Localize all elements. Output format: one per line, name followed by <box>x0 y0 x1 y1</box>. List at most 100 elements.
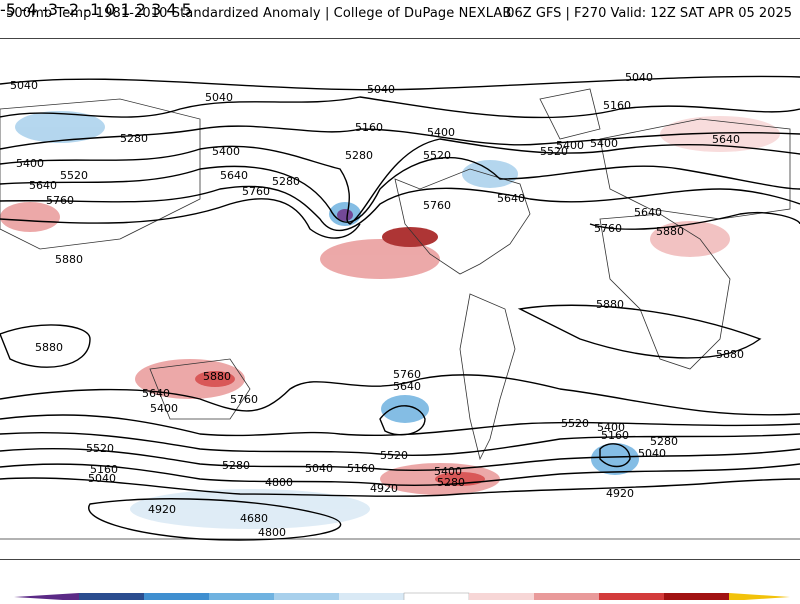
colorbar-swatch <box>403 592 470 602</box>
colorbar-swatch <box>144 593 209 601</box>
south-america-outline <box>459 293 516 461</box>
contour-closed-low-2 <box>599 443 631 468</box>
cold-anomaly-canada <box>462 160 518 188</box>
contour-label: 5760 <box>393 368 421 381</box>
colorbar-swatch <box>339 593 404 601</box>
contour-label: 4800 <box>258 526 286 539</box>
colorbar-arrow-left <box>14 593 79 601</box>
contour-label: 5520 <box>380 449 408 462</box>
contour-label: 5160 <box>355 121 383 134</box>
contour-line <box>0 198 361 239</box>
contour-label: 5640 <box>29 179 57 192</box>
warm-anomaly-europe <box>660 116 780 152</box>
contour-label: 5040 <box>625 71 653 84</box>
anomaly-shading <box>0 111 780 529</box>
contour-label: 5640 <box>497 192 525 205</box>
contour-label: 5760 <box>242 185 270 198</box>
contour-label: 5160 <box>347 462 375 475</box>
coastlines <box>0 88 800 540</box>
contour-5880-indian <box>0 324 91 368</box>
colorbar-tick: 3 <box>151 0 162 19</box>
colorbar-swatch <box>664 593 729 601</box>
contour-label: 5880 <box>656 225 684 238</box>
contour-label: 5280 <box>120 132 148 145</box>
contour-label: 5400 <box>150 402 178 415</box>
contour-label: 5400 <box>16 157 44 170</box>
contour-label: 5160 <box>603 99 631 112</box>
contour-label: 5280 <box>650 435 678 448</box>
contour-label: 5640 <box>634 206 662 219</box>
contour-line <box>0 448 800 472</box>
contour-line <box>589 211 800 230</box>
colorbar <box>0 560 800 602</box>
contour-line <box>0 463 800 487</box>
contour-label: 4920 <box>148 503 176 516</box>
colorbar-swatch <box>599 593 664 601</box>
contour-label: 5640 <box>142 387 170 400</box>
warm-anomaly-eastpac <box>320 239 440 279</box>
contour-label: 5520 <box>423 149 451 162</box>
contour-line <box>0 431 800 456</box>
contour-label: 5760 <box>423 199 451 212</box>
colorbar-swatches <box>14 592 790 602</box>
cold-anomaly-southatl <box>591 443 639 475</box>
warm-anomaly-core <box>382 227 438 247</box>
contour-label: 5160 <box>601 429 629 442</box>
contour-label: 5280 <box>345 149 373 162</box>
contour-label: 5040 <box>88 472 116 485</box>
colorbar-swatch <box>79 593 144 601</box>
north-america-outline <box>394 168 531 275</box>
colorbar-tick: 5 <box>181 0 192 19</box>
header: 500mb Temp 1981-2010 Standardized Anomal… <box>0 0 800 38</box>
colorbar-tick: 0 <box>105 0 116 19</box>
cold-anomaly-southpac <box>381 395 429 423</box>
cold-anomaly-core <box>337 209 353 221</box>
contour-label: 5400 <box>590 137 618 150</box>
contour-label: 4800 <box>265 476 293 489</box>
contour-line <box>0 414 800 437</box>
contour-label: 5760 <box>46 194 74 207</box>
contour-line <box>0 156 800 223</box>
australia-outline <box>149 358 251 420</box>
contour-line <box>0 185 800 231</box>
contour-label: 5640 <box>220 169 248 182</box>
colorbar-tick: -4 <box>21 0 37 19</box>
contour-label: 4680 <box>240 512 268 525</box>
contour-label: 5400 <box>427 126 455 139</box>
colorbar-swatch <box>534 593 599 601</box>
map-title: 500mb Temp 1981-2010 Standardized Anomal… <box>6 6 512 21</box>
model-valid-time: 06Z GFS | F270 Valid: 12Z SAT APR 05 202… <box>506 6 792 21</box>
contour-line <box>0 477 800 497</box>
contour-label: 5400 <box>556 139 584 152</box>
contour-label: 5280 <box>437 476 465 489</box>
cold-anomaly-siberia <box>15 111 105 143</box>
contour-label: 5760 <box>230 393 258 406</box>
colorbar-tick: -5 <box>0 0 16 19</box>
contour-label: 5520 <box>561 417 589 430</box>
contour-label: 5040 <box>638 447 666 460</box>
colorbar-tick: 4 <box>166 0 177 19</box>
map-panel: 5040 5040 5040 5040 5160 5160 5400 5280 … <box>0 38 800 560</box>
contour-line <box>0 374 800 416</box>
contour-label: 5400 <box>212 145 240 158</box>
contour-5880-atlantic <box>517 304 762 359</box>
contour-label: 5880 <box>716 348 744 361</box>
contour-label: 5040 <box>367 83 395 96</box>
contour-line <box>0 125 800 150</box>
contour-line <box>0 75 800 91</box>
colorbar-tick: 2 <box>135 0 146 19</box>
contour-4800 <box>88 498 342 541</box>
greenland-outline <box>539 88 601 140</box>
warm-anomaly-aus-core <box>195 371 235 387</box>
contour-label: 5640 <box>712 133 740 146</box>
colorbar-swatch <box>469 593 534 601</box>
contour-label: 4920 <box>606 487 634 500</box>
africa-outline <box>599 213 731 370</box>
contour-label: 5880 <box>35 341 63 354</box>
contour-label: 5520 <box>60 169 88 182</box>
eurasia-west-outline <box>599 118 791 220</box>
colorbar-tick: -3 <box>42 0 59 19</box>
contour-label: 5400 <box>434 465 462 478</box>
contour-label: 5280 <box>272 175 300 188</box>
colorbar-tick: 1 <box>120 0 131 19</box>
